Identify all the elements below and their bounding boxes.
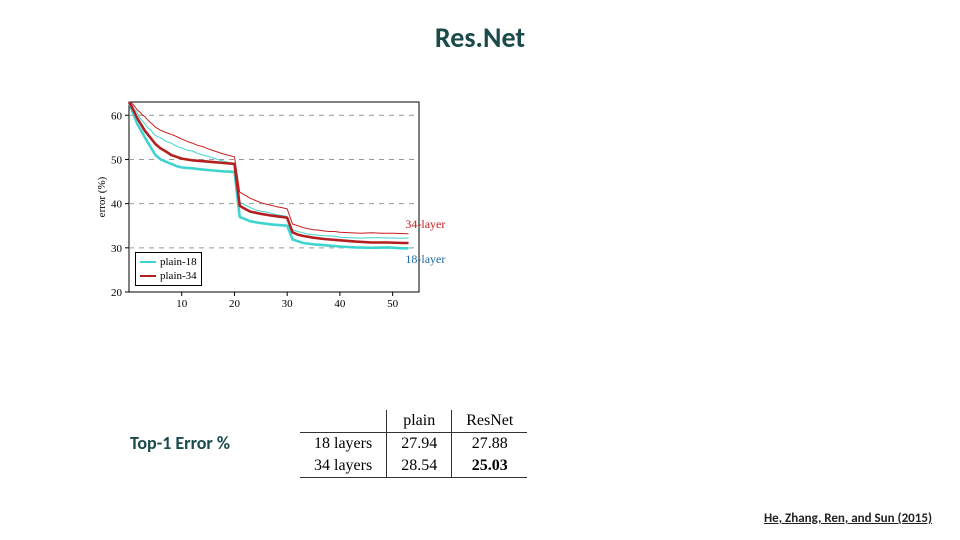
svg-text:50: 50	[387, 298, 399, 310]
svg-text:20: 20	[111, 287, 123, 299]
series-label: 34-layer	[405, 217, 445, 232]
chart-legend: plain-18plain-34	[135, 252, 202, 286]
table-cell: 28.54	[387, 455, 452, 478]
svg-text:error (%): error (%)	[96, 176, 108, 217]
svg-text:30: 30	[282, 298, 294, 310]
results-table: plainResNet18 layers27.9427.8834 layers2…	[300, 410, 527, 478]
svg-text:10: 10	[176, 298, 188, 310]
table-header: plain	[387, 410, 452, 433]
table-cell: 27.88	[452, 433, 528, 456]
table-header	[300, 410, 387, 433]
citation-link[interactable]: He, Zhang, Ren, and Sun (2015)	[764, 511, 932, 526]
page-title: Res.Net	[0, 20, 960, 55]
table-caption: Top-1 Error %	[130, 432, 230, 454]
error-chart: 20304050601020304050error (%)iter. (1e4)…	[95, 100, 465, 330]
svg-text:40: 40	[334, 298, 346, 310]
table-cell: 34 layers	[300, 455, 387, 478]
table-cell: 25.03	[452, 455, 528, 478]
table-cell: 18 layers	[300, 433, 387, 456]
svg-text:20: 20	[229, 298, 241, 310]
svg-text:40: 40	[111, 199, 123, 211]
svg-text:30: 30	[111, 243, 123, 255]
svg-text:50: 50	[111, 154, 123, 166]
series-label: 18-layer	[405, 252, 445, 267]
svg-text:60: 60	[111, 110, 123, 122]
table-header: ResNet	[452, 410, 528, 433]
table-cell: 27.94	[387, 433, 452, 456]
